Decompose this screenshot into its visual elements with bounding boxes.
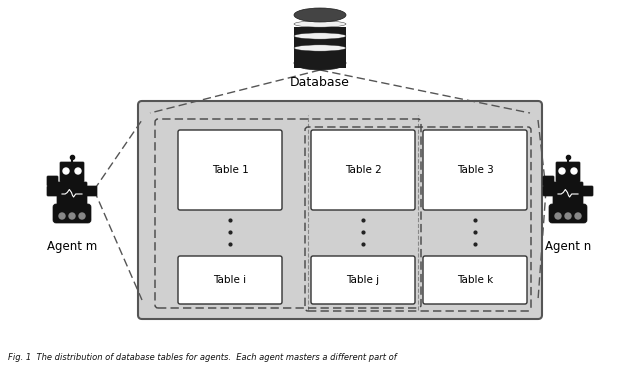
Circle shape bbox=[555, 213, 561, 219]
FancyBboxPatch shape bbox=[47, 186, 59, 196]
FancyBboxPatch shape bbox=[311, 256, 415, 304]
FancyBboxPatch shape bbox=[581, 186, 593, 196]
Circle shape bbox=[575, 213, 581, 219]
Text: Table 1: Table 1 bbox=[212, 165, 248, 175]
FancyBboxPatch shape bbox=[553, 182, 583, 206]
Text: Agent m: Agent m bbox=[47, 240, 97, 253]
FancyBboxPatch shape bbox=[57, 182, 87, 206]
Ellipse shape bbox=[294, 45, 346, 51]
Text: Agent n: Agent n bbox=[545, 240, 591, 253]
Circle shape bbox=[79, 213, 85, 219]
FancyBboxPatch shape bbox=[85, 186, 97, 196]
Ellipse shape bbox=[294, 21, 346, 27]
Text: Table 2: Table 2 bbox=[344, 165, 381, 175]
FancyBboxPatch shape bbox=[543, 186, 555, 196]
FancyBboxPatch shape bbox=[423, 256, 527, 304]
FancyBboxPatch shape bbox=[53, 204, 91, 223]
Ellipse shape bbox=[294, 8, 346, 22]
FancyBboxPatch shape bbox=[549, 204, 587, 223]
Text: Table k: Table k bbox=[457, 275, 493, 285]
Circle shape bbox=[559, 168, 565, 174]
Ellipse shape bbox=[294, 33, 346, 39]
FancyBboxPatch shape bbox=[556, 162, 580, 182]
FancyBboxPatch shape bbox=[47, 176, 58, 186]
Circle shape bbox=[69, 213, 75, 219]
Text: Table j: Table j bbox=[346, 275, 380, 285]
Text: Database: Database bbox=[290, 76, 350, 89]
Text: Table i: Table i bbox=[213, 275, 246, 285]
Circle shape bbox=[565, 213, 571, 219]
FancyBboxPatch shape bbox=[138, 101, 542, 319]
Text: Table 3: Table 3 bbox=[456, 165, 493, 175]
Text: Fig. 1  The distribution of database tables for agents.  Each agent masters a di: Fig. 1 The distribution of database tabl… bbox=[8, 354, 397, 362]
FancyBboxPatch shape bbox=[311, 130, 415, 210]
FancyBboxPatch shape bbox=[60, 162, 84, 182]
Bar bbox=[294, 27, 346, 68]
FancyBboxPatch shape bbox=[423, 130, 527, 210]
FancyBboxPatch shape bbox=[178, 130, 282, 210]
Ellipse shape bbox=[294, 56, 346, 70]
FancyBboxPatch shape bbox=[178, 256, 282, 304]
Circle shape bbox=[571, 168, 577, 174]
FancyBboxPatch shape bbox=[543, 176, 554, 186]
Circle shape bbox=[75, 168, 81, 174]
Circle shape bbox=[63, 168, 69, 174]
Circle shape bbox=[59, 213, 65, 219]
